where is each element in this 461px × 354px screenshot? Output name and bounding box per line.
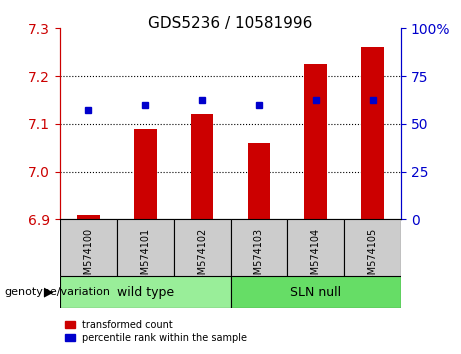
Bar: [248, 143, 270, 219]
Text: GDS5236 / 10581996: GDS5236 / 10581996: [148, 16, 313, 31]
FancyBboxPatch shape: [230, 219, 287, 276]
Text: GSM574100: GSM574100: [83, 228, 94, 287]
FancyBboxPatch shape: [60, 219, 117, 276]
FancyBboxPatch shape: [287, 219, 344, 276]
Bar: [304, 64, 327, 219]
Bar: [191, 114, 213, 219]
Text: GSM574103: GSM574103: [254, 228, 264, 287]
Text: GSM574101: GSM574101: [140, 228, 150, 287]
Text: GSM574104: GSM574104: [311, 228, 321, 287]
Text: wild type: wild type: [117, 286, 174, 298]
Text: genotype/variation: genotype/variation: [5, 287, 111, 297]
Bar: [361, 47, 384, 219]
Bar: [77, 215, 100, 219]
FancyBboxPatch shape: [344, 219, 401, 276]
FancyBboxPatch shape: [60, 276, 230, 308]
FancyBboxPatch shape: [117, 219, 174, 276]
FancyBboxPatch shape: [230, 276, 401, 308]
Text: ▶: ▶: [44, 286, 53, 298]
Text: GSM574105: GSM574105: [367, 228, 378, 287]
Bar: [134, 129, 157, 219]
Text: GSM574102: GSM574102: [197, 228, 207, 287]
FancyBboxPatch shape: [174, 219, 230, 276]
Text: SLN null: SLN null: [290, 286, 341, 298]
Legend: transformed count, percentile rank within the sample: transformed count, percentile rank withi…: [65, 320, 247, 343]
